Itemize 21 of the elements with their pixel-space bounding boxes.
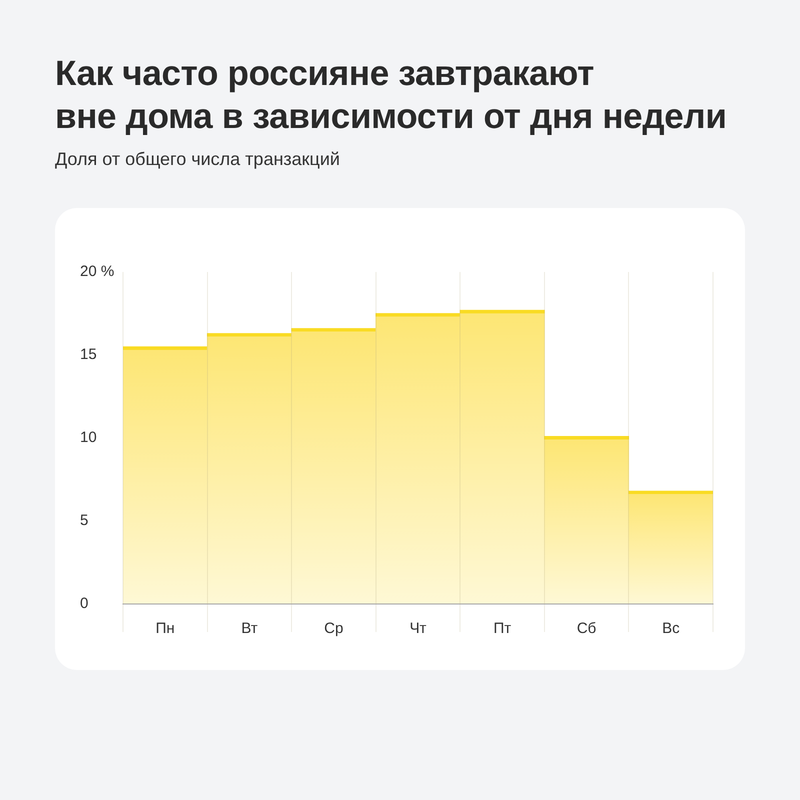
x-tick-label: Вт xyxy=(241,620,258,638)
y-tick-label: 5 xyxy=(80,512,88,530)
x-tick-label: Чт xyxy=(410,620,427,638)
x-tick-label: Ср xyxy=(324,620,344,638)
y-tick-label: 20 % xyxy=(80,263,114,280)
chart-subtitle: Доля от общего числа транзакций xyxy=(55,149,340,170)
y-tick-label: 15 xyxy=(80,346,97,364)
y-tick-label: 10 xyxy=(80,429,97,446)
bar xyxy=(460,310,545,604)
x-tick-label: Сб xyxy=(576,620,596,638)
bar xyxy=(123,346,208,604)
bar xyxy=(628,490,713,604)
bar xyxy=(376,313,460,604)
bar xyxy=(291,328,376,604)
y-tick-label: 0 xyxy=(80,595,88,612)
x-tick-label: Пт xyxy=(493,620,512,638)
chart-title: Как часто россияне завтракают вне дома в зависимости от дня недели xyxy=(55,53,727,138)
x-tick-label: Вс xyxy=(662,620,680,638)
bar xyxy=(206,333,292,604)
x-tick-label: Пн xyxy=(156,620,175,638)
bar xyxy=(544,436,630,604)
